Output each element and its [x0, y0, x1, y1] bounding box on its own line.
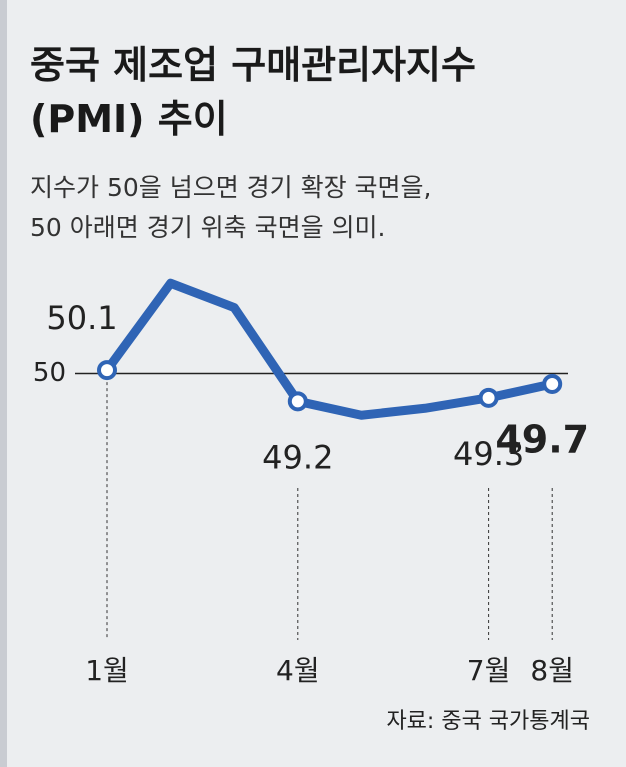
subtitle: 지수가 50을 넘으면 경기 확장 국면을,	[30, 173, 432, 202]
point	[542, 373, 563, 394]
line	[103, 278, 554, 420]
point	[287, 391, 308, 412]
x-tick-label: 8월	[530, 654, 574, 687]
point	[478, 387, 499, 408]
x-tick-label: 1월	[85, 654, 129, 687]
subtitle: 50 아래면 경기 위축 국면을 의미.	[30, 213, 386, 242]
x-tick-label: 7월	[467, 654, 511, 687]
side-strip	[0, 0, 7, 767]
y-tick-label: 50	[33, 358, 66, 388]
data-label: 49.3	[453, 435, 524, 473]
chart-title: 중국 제조업 구매관리자지수 (PMI) 추이	[30, 43, 476, 141]
point	[97, 360, 117, 381]
data-label: 49.7	[495, 417, 589, 461]
data-label: 50.1	[46, 299, 117, 337]
source: 자료: 중국 국가통계국	[386, 709, 590, 734]
x-tick-label: 4월	[276, 654, 320, 687]
data-label: 49.2	[262, 438, 333, 476]
